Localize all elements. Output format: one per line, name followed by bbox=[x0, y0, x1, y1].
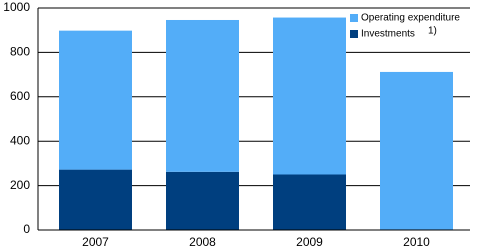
bar-segment bbox=[380, 71, 453, 230]
legend-box bbox=[346, 10, 470, 44]
x-tick-label: 2010 bbox=[403, 235, 430, 249]
bar-segment bbox=[59, 169, 132, 230]
y-tick-label: 800 bbox=[10, 45, 30, 59]
y-tick-label: 0 bbox=[23, 222, 30, 236]
legend-label: Investments bbox=[361, 29, 415, 40]
x-tick-label: 2007 bbox=[82, 235, 109, 249]
bar-segment bbox=[166, 171, 239, 230]
y-tick-label: 200 bbox=[10, 178, 30, 192]
bar-segment bbox=[166, 19, 239, 172]
legend-swatch bbox=[350, 14, 358, 22]
legend-label: Operating expenditure bbox=[361, 13, 460, 24]
y-tick-label: 400 bbox=[10, 133, 30, 147]
legend-note: 1) bbox=[428, 26, 437, 37]
x-tick-label: 2009 bbox=[296, 235, 323, 249]
x-tick-label: 2008 bbox=[189, 235, 216, 249]
y-tick-label: 600 bbox=[10, 89, 30, 103]
y-tick-label: 1000 bbox=[3, 0, 30, 14]
bar-segment bbox=[59, 30, 132, 170]
legend-swatch bbox=[350, 30, 358, 38]
bar-segment bbox=[273, 174, 346, 230]
bar-segment bbox=[273, 17, 346, 175]
